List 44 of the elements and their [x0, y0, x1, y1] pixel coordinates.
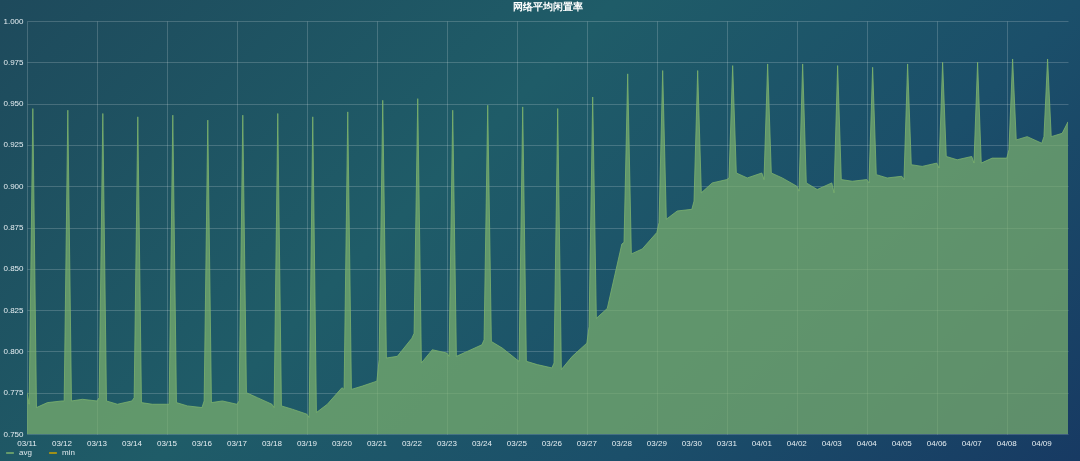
- x-tick-label: 03/27: [576, 439, 598, 448]
- x-tick-label: 03/29: [646, 439, 668, 448]
- x-tick-label: 03/23: [436, 439, 458, 448]
- legend-label: avg: [19, 448, 32, 457]
- x-tick-label: 04/05: [891, 439, 913, 448]
- x-tick-label: 03/20: [331, 439, 353, 448]
- x-tick-label: 04/09: [1031, 439, 1053, 448]
- y-tick-label: 0.750: [3, 429, 25, 439]
- y-tick-label: 0.900: [3, 181, 25, 191]
- y-tick-label: 1.000: [3, 16, 25, 26]
- legend-label: min: [62, 448, 75, 457]
- x-tick-label: 03/24: [471, 439, 493, 448]
- y-tick-label: 0.800: [3, 346, 25, 356]
- x-tick-label: 03/25: [506, 439, 528, 448]
- y-tick-label: 0.825: [3, 305, 25, 315]
- x-tick-label: 03/12: [51, 439, 73, 448]
- x-tick-label: 04/03: [821, 439, 843, 448]
- y-tick-label: 0.850: [3, 264, 25, 274]
- y-tick-label: 0.950: [3, 99, 25, 109]
- x-tick-label: 04/08: [996, 439, 1018, 448]
- x-tick-label: 03/17: [226, 439, 248, 448]
- x-tick-label: 03/13: [86, 439, 108, 448]
- y-tick-label: 0.875: [3, 223, 25, 232]
- x-tick-label: 04/06: [926, 439, 948, 448]
- x-tick-label: 04/02: [786, 439, 808, 448]
- x-tick-label: 03/18: [261, 439, 283, 448]
- y-tick-label: 0.925: [3, 140, 25, 150]
- x-tick-label: 04/07: [961, 439, 983, 448]
- y-tick-label: 0.775: [3, 388, 25, 398]
- x-tick-label: 03/26: [541, 439, 563, 448]
- x-tick-label: 03/21: [366, 439, 388, 448]
- x-tick-label: 03/19: [296, 439, 318, 448]
- x-tick-label: 03/16: [191, 439, 213, 448]
- x-tick-label: 03/28: [611, 439, 633, 448]
- x-tick-label: 03/11: [17, 439, 38, 448]
- x-tick-label: 04/04: [856, 439, 878, 448]
- x-tick-label: 03/15: [156, 439, 178, 448]
- y-tick-label: 0.975: [3, 57, 25, 67]
- x-tick-label: 03/14: [121, 439, 143, 448]
- x-tick-label: 04/01: [751, 439, 773, 448]
- chart-title: 网络平均闲置率: [512, 1, 583, 12]
- x-tick-label: 03/22: [401, 439, 423, 448]
- x-tick-label: 03/30: [681, 439, 703, 448]
- x-tick-label: 03/31: [716, 439, 738, 448]
